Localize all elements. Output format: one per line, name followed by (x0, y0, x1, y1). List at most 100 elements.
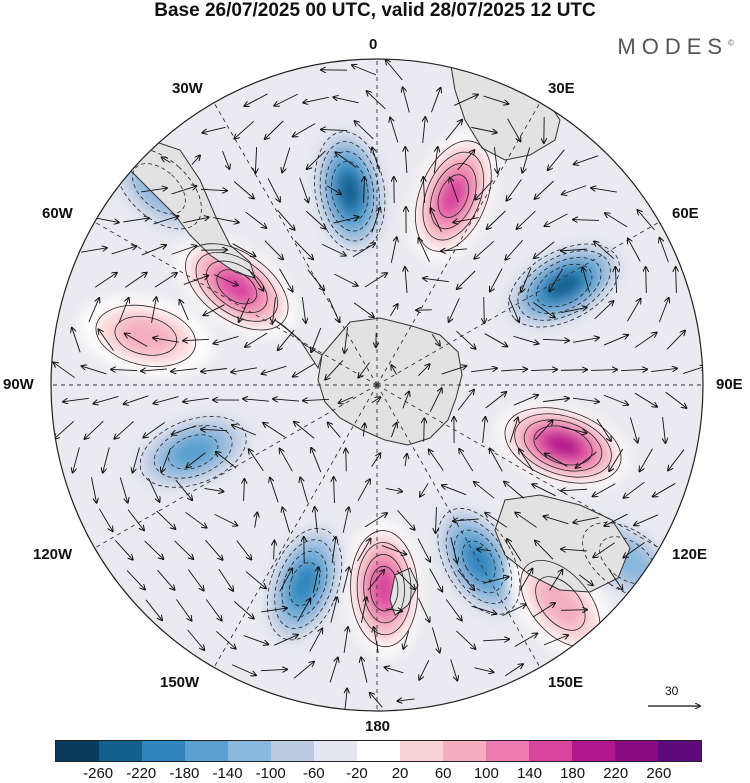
wind-vector (576, 451, 597, 468)
negative-center-4-contour-3 (281, 550, 328, 618)
wind-vector (390, 237, 396, 263)
wind-vector (635, 333, 656, 348)
wind-vector (370, 693, 383, 708)
wind-vector (543, 635, 568, 646)
negative-center-1-level-5 (339, 173, 361, 210)
wind-vector (245, 211, 267, 228)
wind-vector (303, 399, 330, 400)
wind-vector (593, 542, 616, 558)
wind-vector (274, 93, 298, 105)
wind-vector (367, 91, 386, 110)
reference-vector-label: 30 (665, 684, 679, 698)
lon-label-30w: 30W (172, 80, 203, 97)
lon-label-90e: 90E (716, 376, 743, 393)
wind-vector (186, 452, 206, 468)
positive-center-1-level-4 (439, 176, 467, 216)
wind-vector (73, 447, 80, 472)
wind-vector (255, 146, 256, 173)
wind-vector (604, 513, 628, 526)
wind-vector (175, 479, 192, 500)
meridian-line (376, 384, 660, 549)
wind-vector (262, 365, 287, 374)
positive-center-5-contour-2 (114, 316, 178, 356)
wind-vector (484, 296, 485, 323)
wind-vector (397, 509, 414, 530)
wind-vector (333, 97, 359, 104)
wind-vector (63, 397, 89, 401)
wind-vector (335, 152, 357, 168)
wind-vector (118, 298, 128, 323)
wind-vector (183, 217, 208, 224)
wind-vector (549, 570, 563, 591)
wind-vector (573, 397, 599, 402)
wind-vector (171, 186, 197, 195)
wind-vector (534, 241, 555, 258)
wind-vector (187, 569, 203, 590)
positive-center-4-contour-1 (185, 243, 289, 331)
wind-vector (459, 449, 474, 472)
negative-center-2-contour-3 (526, 257, 602, 314)
wind-vector (471, 126, 496, 132)
wind-vector (638, 210, 655, 231)
negative-center-2-contour-2 (517, 250, 611, 321)
positive-center-1-contour-4 (437, 174, 470, 218)
meridian-line (94, 221, 378, 386)
wind-vector (509, 418, 518, 443)
wind-vector (326, 185, 341, 194)
colorbar-swatch-8 (400, 741, 443, 761)
wind-vector (222, 150, 230, 169)
wind-vector (405, 267, 407, 293)
wind-vector (301, 297, 305, 323)
wind-vector (457, 390, 474, 411)
wind-vector (419, 660, 430, 679)
wind-vector (676, 267, 677, 294)
colorbar-tick-label: -260 (83, 765, 114, 782)
wind-vector (417, 538, 430, 561)
wind-vector (233, 181, 254, 199)
wind-vector (521, 267, 532, 292)
wind-vector (214, 514, 238, 525)
colorbar-tick-label: -140 (212, 765, 243, 782)
negative-center-1-contour-4 (331, 161, 369, 222)
wind-vector (457, 569, 475, 590)
wind-vector (280, 449, 293, 472)
wind-vector (502, 604, 525, 617)
wind-vector (593, 483, 616, 497)
wind-vector (436, 506, 437, 533)
wind-vector (445, 120, 462, 141)
wind-vector (519, 569, 533, 592)
wind-vector (490, 268, 503, 292)
wind-vector (561, 307, 586, 314)
wind-vector (374, 627, 379, 653)
wind-vector (172, 425, 197, 435)
wind-vector (309, 629, 322, 652)
lon-label-60w: 60W (42, 205, 73, 222)
wind-vector (545, 213, 568, 226)
wind-vector (300, 478, 309, 503)
wind-vector (485, 513, 508, 528)
wind-vector (143, 422, 165, 438)
wind-vector (423, 177, 424, 204)
wind-vector (456, 630, 476, 649)
wind-vector (474, 667, 494, 672)
lon-label-180: 180 (365, 718, 391, 735)
wind-vector (361, 657, 368, 683)
colorbar-swatch-3 (185, 741, 228, 761)
wind-vector (353, 302, 374, 317)
wind-vector (624, 481, 645, 498)
wind-vector (483, 95, 509, 104)
wind-vector (307, 150, 326, 169)
wind-vector (342, 507, 349, 533)
wind-vector (629, 417, 637, 443)
brand-text: MODES (617, 34, 729, 59)
wind-vector (144, 540, 164, 559)
wind-vector (231, 664, 256, 676)
wind-vector (682, 366, 703, 375)
wind-vector (125, 273, 146, 288)
wind-vector (391, 365, 398, 375)
wind-vector (532, 484, 556, 497)
wind-vector (82, 366, 107, 375)
wind-vector (429, 388, 441, 412)
negative-center-4-contour-1 (266, 527, 343, 641)
wind-vector (183, 339, 210, 340)
